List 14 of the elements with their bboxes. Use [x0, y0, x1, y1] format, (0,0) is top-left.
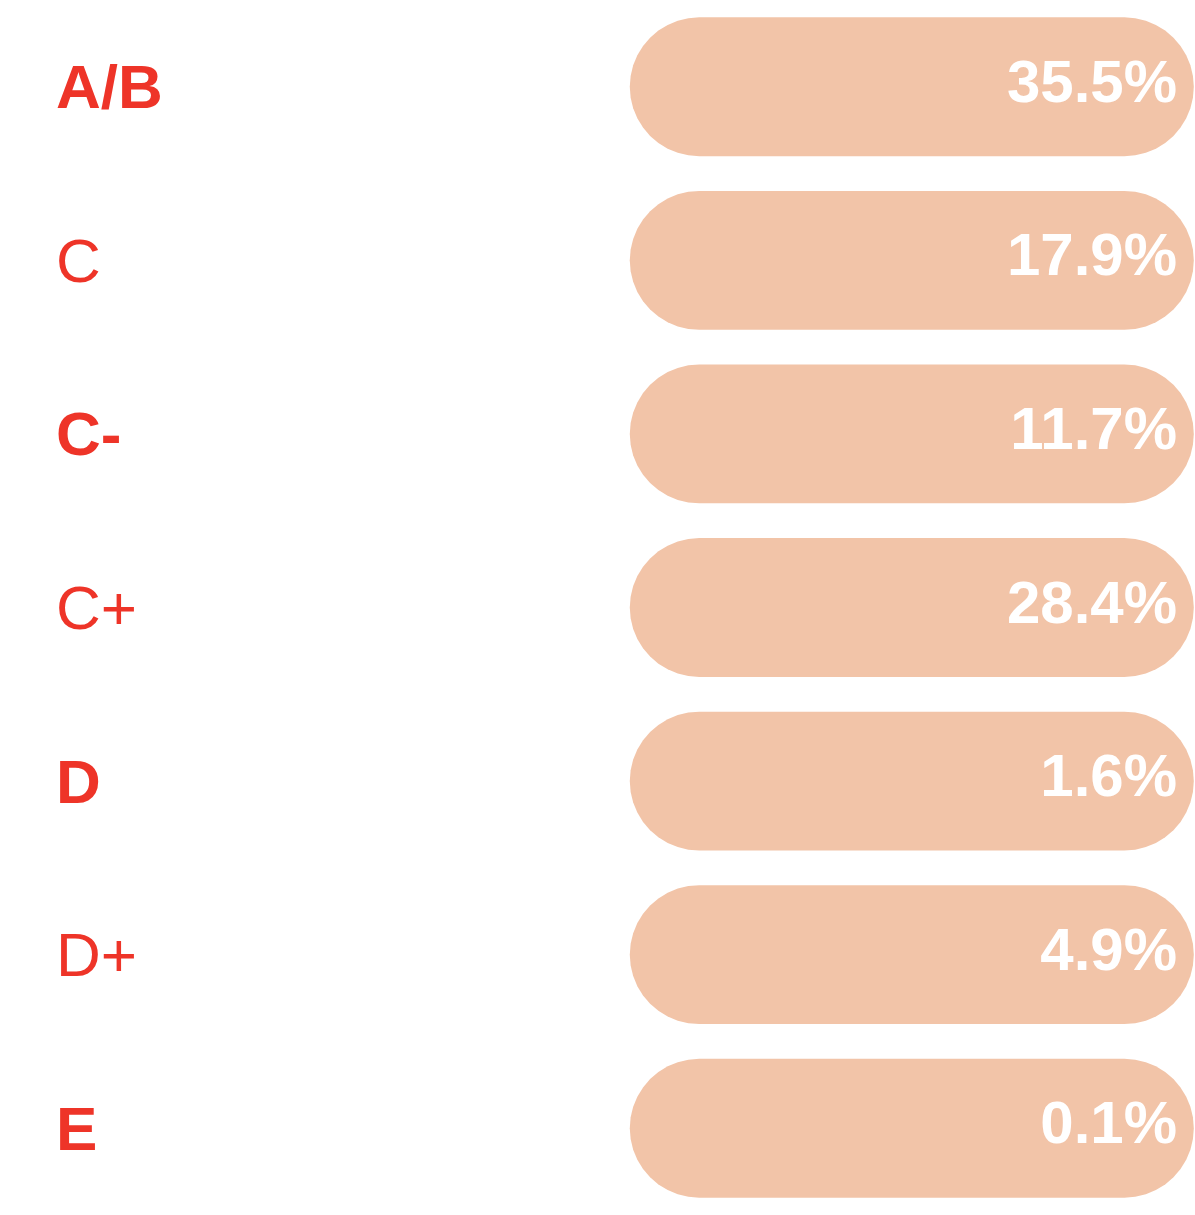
category-label: D+	[56, 920, 137, 989]
category-label: A/B	[56, 52, 163, 121]
data-label: 0.1%	[1040, 1089, 1178, 1157]
data-label: 28.4%	[1006, 568, 1178, 636]
data-label: 35.5%	[1006, 47, 1178, 115]
category-label: C+	[56, 573, 137, 642]
data-label: 17.9%	[1006, 221, 1178, 289]
data-label: 11.7%	[1010, 394, 1178, 462]
category-label: E	[56, 1094, 98, 1163]
category-label: C-	[56, 399, 122, 468]
category-label: C	[56, 226, 101, 295]
data-label: 1.6%	[1040, 742, 1178, 810]
category-label: D	[56, 747, 101, 816]
data-label: 4.9%	[1040, 915, 1178, 983]
